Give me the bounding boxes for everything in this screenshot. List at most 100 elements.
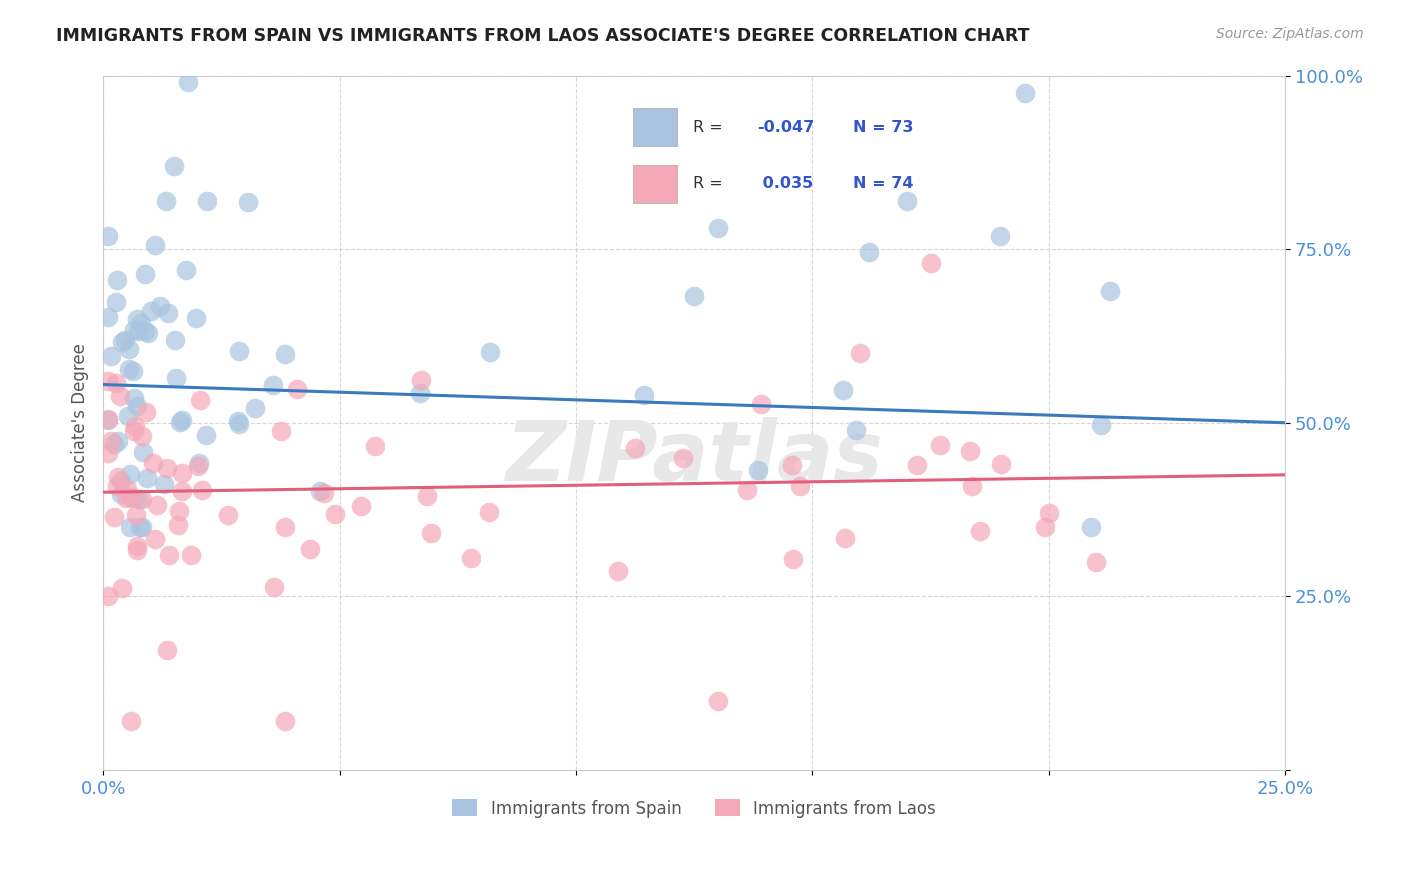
Point <box>228 417 250 431</box>
Point <box>782 458 804 473</box>
Point <box>191 483 214 497</box>
Point <box>177 75 200 89</box>
Point <box>349 499 371 513</box>
Point <box>169 415 191 429</box>
Point <box>105 479 128 493</box>
Point <box>131 492 153 507</box>
Point <box>120 520 142 534</box>
Point <box>108 389 131 403</box>
Point <box>121 714 143 729</box>
Point <box>990 458 1012 472</box>
Point <box>273 519 295 533</box>
Point <box>782 551 804 566</box>
Point <box>100 434 122 449</box>
Point <box>419 525 441 540</box>
Point <box>460 550 482 565</box>
Point <box>97 228 120 243</box>
Point <box>97 412 120 426</box>
Point <box>415 489 437 503</box>
Point <box>115 482 138 496</box>
Point <box>187 458 209 473</box>
Point <box>122 364 145 378</box>
Point <box>188 392 211 407</box>
Point <box>131 520 153 534</box>
Point <box>172 483 194 498</box>
Point <box>1014 86 1036 100</box>
Point <box>156 643 179 657</box>
Point <box>174 263 197 277</box>
Point <box>118 361 141 376</box>
Point <box>136 471 159 485</box>
Point <box>97 446 120 460</box>
Point <box>845 423 868 437</box>
Point <box>134 267 156 281</box>
Text: Source: ZipAtlas.com: Source: ZipAtlas.com <box>1216 27 1364 41</box>
Point <box>707 693 730 707</box>
Point <box>929 438 952 452</box>
Point <box>988 229 1011 244</box>
Point <box>117 409 139 423</box>
Point <box>143 237 166 252</box>
Point <box>409 386 432 401</box>
Point <box>118 343 141 357</box>
Point <box>124 491 146 505</box>
Point <box>633 388 655 402</box>
Point <box>136 326 159 340</box>
Point <box>959 443 981 458</box>
Point <box>131 444 153 458</box>
Point <box>1085 555 1108 569</box>
Point <box>195 427 218 442</box>
Point <box>131 316 153 330</box>
Point <box>262 377 284 392</box>
Point <box>149 299 172 313</box>
Point <box>97 310 120 325</box>
Point <box>749 397 772 411</box>
Point <box>607 565 630 579</box>
Point <box>107 470 129 484</box>
Point <box>110 474 132 488</box>
Legend: Immigrants from Spain, Immigrants from Laos: Immigrants from Spain, Immigrants from L… <box>446 793 942 824</box>
Point <box>789 479 811 493</box>
Point <box>127 543 149 558</box>
Point <box>163 159 186 173</box>
Point <box>166 517 188 532</box>
Point <box>848 346 870 360</box>
Point <box>274 347 297 361</box>
Point <box>228 344 250 359</box>
Point <box>167 503 190 517</box>
Point <box>1038 506 1060 520</box>
Point <box>122 391 145 405</box>
Point <box>127 324 149 338</box>
Point <box>832 384 855 398</box>
Point <box>858 244 880 259</box>
Point <box>299 541 322 556</box>
Point <box>682 289 704 303</box>
Point <box>1090 418 1112 433</box>
Point <box>243 401 266 415</box>
Point <box>707 221 730 235</box>
Point <box>905 458 928 472</box>
Point <box>478 505 501 519</box>
Point <box>735 483 758 497</box>
Point <box>129 520 152 534</box>
Point <box>896 194 918 208</box>
Point <box>364 439 387 453</box>
Point <box>325 508 347 522</box>
Point <box>103 509 125 524</box>
Point <box>128 492 150 507</box>
Point <box>104 376 127 391</box>
Point <box>960 479 983 493</box>
Point <box>153 477 176 491</box>
Point <box>111 581 134 595</box>
Point <box>180 548 202 562</box>
Point <box>111 335 134 350</box>
Point <box>114 333 136 347</box>
Point <box>920 256 942 270</box>
Point <box>1080 520 1102 534</box>
Point <box>120 490 142 504</box>
Point <box>141 304 163 318</box>
Point <box>478 345 501 359</box>
Point <box>125 539 148 553</box>
Text: IMMIGRANTS FROM SPAIN VS IMMIGRANTS FROM LAOS ASSOCIATE'S DEGREE CORRELATION CHA: IMMIGRANTS FROM SPAIN VS IMMIGRANTS FROM… <box>56 27 1029 45</box>
Y-axis label: Associate's Degree: Associate's Degree <box>72 343 89 502</box>
